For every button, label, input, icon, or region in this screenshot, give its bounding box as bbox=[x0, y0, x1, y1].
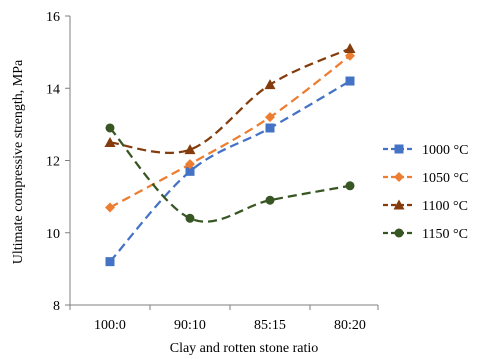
legend-marker bbox=[393, 199, 405, 210]
data-point-marker bbox=[264, 79, 276, 90]
legend-marker bbox=[394, 144, 404, 154]
data-point-marker bbox=[345, 181, 355, 191]
y-tick-label: 10 bbox=[46, 227, 60, 242]
data-point-marker bbox=[345, 76, 355, 86]
legend-marker bbox=[394, 172, 404, 182]
legend-label: 1100 °C bbox=[422, 199, 468, 214]
data-point-marker bbox=[185, 213, 195, 223]
y-tick-label: 12 bbox=[46, 155, 60, 170]
y-tick-label: 14 bbox=[46, 82, 60, 97]
y-tick-label: 8 bbox=[53, 299, 60, 314]
x-tick-label: 80:20 bbox=[334, 318, 366, 333]
x-tick-label: 90:10 bbox=[174, 318, 206, 333]
legend-marker bbox=[394, 228, 404, 238]
series-line-3 bbox=[109, 47, 351, 154]
data-point-marker bbox=[265, 123, 275, 133]
data-point-marker bbox=[265, 112, 275, 123]
series-line-2 bbox=[109, 54, 351, 209]
x-tick-label: 100:0 bbox=[94, 318, 126, 333]
data-point-marker bbox=[344, 43, 356, 54]
data-point-marker bbox=[184, 144, 196, 155]
plot-area: 8 10 12 14 16 100:0 90:10 85:15 80:20 bbox=[46, 10, 379, 333]
x-tick-label: 85:15 bbox=[254, 318, 286, 333]
data-point-marker bbox=[105, 123, 115, 133]
data-point-marker bbox=[104, 136, 116, 147]
y-tick-label: 16 bbox=[46, 10, 60, 25]
legend-label: 1000 °C bbox=[422, 143, 468, 158]
data-point-marker bbox=[265, 195, 275, 205]
legend-label: 1050 °C bbox=[422, 171, 468, 186]
data-point-marker bbox=[185, 166, 195, 176]
y-axis-title: Ultimate compressive strength, MPa bbox=[11, 59, 26, 264]
x-axis-title: Clay and rotten stone ratio bbox=[170, 341, 319, 356]
legend-label: 1150 °C bbox=[422, 227, 468, 242]
data-point-marker bbox=[105, 257, 115, 267]
series-line-1 bbox=[109, 80, 351, 263]
data-point-marker bbox=[105, 202, 115, 213]
data-point-marker bbox=[345, 50, 355, 61]
legend: 1000 °C 1050 °C 1100 °C 1150 °C bbox=[383, 143, 468, 242]
series-line-4 bbox=[109, 127, 351, 223]
data-point-marker bbox=[185, 159, 195, 170]
